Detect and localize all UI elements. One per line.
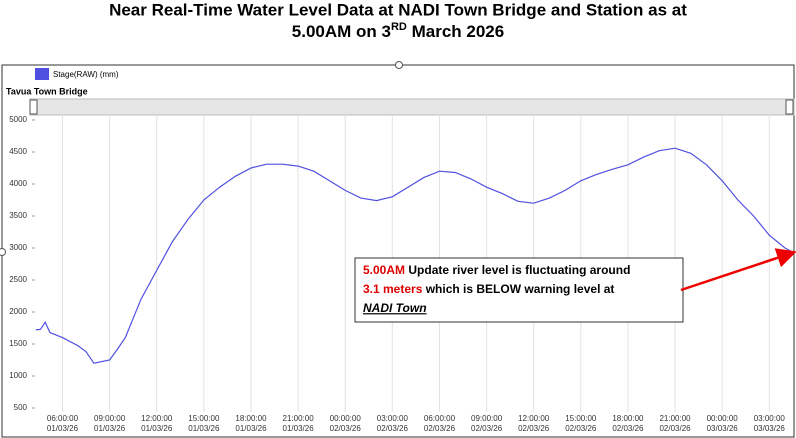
x-tick-label-part: 06:00:00 <box>47 414 79 423</box>
x-tick-label-part: 21:00:00 <box>659 414 691 423</box>
scroll-handle-right[interactable] <box>785 99 794 115</box>
annotation-text: Update river level is fluctuating around <box>405 263 630 277</box>
x-tick-label-part: 09:00:00 <box>94 414 126 423</box>
y-tick-label: 3000 <box>9 243 27 252</box>
x-tick-label-part: 01/03/26 <box>188 424 220 433</box>
annotation-text: which is BELOW warning level at <box>422 282 614 296</box>
x-tick-label-part: 03/03/26 <box>707 424 739 433</box>
y-tick-label: 1000 <box>9 371 27 380</box>
x-tick-label-part: 03/03/26 <box>754 424 786 433</box>
handle <box>0 248 6 256</box>
y-tick-label: 4500 <box>9 147 27 156</box>
x-tick-label-part: 21:00:00 <box>283 414 315 423</box>
x-tick-label: 03:00:00 03/03/26 <box>754 414 786 433</box>
x-tick-label-part: 03:00:00 <box>377 414 409 423</box>
x-tick-label-part: 00:00:00 <box>330 414 362 423</box>
y-tick-label: 3500 <box>9 211 27 220</box>
plot-area: 500 1000 1500 2000 2500 3000 3500 4000 4500 5000 0… <box>9 115 795 433</box>
x-tick-label-part: 01/03/26 <box>283 424 315 433</box>
legend-swatch <box>35 68 49 80</box>
annotation-time: 5.00AM <box>363 263 405 277</box>
x-tick-label-part: 06:00:00 <box>424 414 456 423</box>
x-tick-label-part: 12:00:00 <box>518 414 550 423</box>
data-line <box>35 147 795 364</box>
x-tick-label: 15:00:00 02/03/26 <box>565 414 597 433</box>
x-tick-label: 00:00:00 03/03/26 <box>707 414 739 433</box>
x-tick-label: 00:00:00 02/03/26 <box>330 414 362 433</box>
y-tick-label: 1500 <box>9 339 27 348</box>
y-tick-label: 2500 <box>9 275 27 284</box>
scroll-handle-left[interactable] <box>29 99 38 115</box>
station-label: Tavua Town Bridge <box>6 86 88 96</box>
y-tick-label: 2000 <box>9 307 27 316</box>
x-tick-label-part: 18:00:00 <box>235 414 267 423</box>
x-tick-label: 06:00:00 02/03/26 <box>424 414 456 433</box>
x-tick-label: 06:00:00 01/03/26 <box>47 414 79 433</box>
y-tick-label: 5000 <box>9 115 27 124</box>
annotation-line: 3.1 meters which is BELOW warning level … <box>363 282 614 296</box>
x-tick-label-part: 00:00:00 <box>707 414 739 423</box>
x-tick-label-part: 15:00:00 <box>565 414 597 423</box>
x-tick-label-part: 03:00:00 <box>754 414 786 423</box>
x-tick-label-part: 02/03/26 <box>518 424 550 433</box>
x-tick-label-part: 01/03/26 <box>235 424 267 433</box>
scroll-bar[interactable] <box>29 98 795 116</box>
x-tick-label: 12:00:00 02/03/26 <box>518 414 550 433</box>
y-tick-label: 500 <box>14 403 28 412</box>
x-tick-label-part: 12:00:00 <box>141 414 173 423</box>
x-tick-label-part: 18:00:00 <box>612 414 644 423</box>
x-tick-label-part: 02/03/26 <box>377 424 409 433</box>
annotation-arrow <box>680 248 796 292</box>
x-tick-label-part: 02/03/26 <box>659 424 691 433</box>
x-tick-label-part: 02/03/26 <box>330 424 362 433</box>
subtitle-main: 5.00AM on 3 <box>292 22 391 41</box>
x-tick-label-part: 02/03/26 <box>471 424 503 433</box>
x-tick-label-part: 01/03/26 <box>141 424 173 433</box>
x-tick-label: 21:00:00 01/03/26 <box>283 414 315 433</box>
x-tick-label: 12:00:00 01/03/26 <box>141 414 173 433</box>
x-tick-label-part: 02/03/26 <box>565 424 597 433</box>
legend-label: Stage(RAW) (mm) <box>53 70 119 79</box>
subtitle-sup: RD <box>391 21 407 33</box>
chart-subtitle: 5.00AM on 3RD March 2026 <box>292 21 504 42</box>
chart-title: Near Real-Time Water Level Data at NADI … <box>109 0 687 19</box>
x-tick-label-part: 15:00:00 <box>188 414 220 423</box>
x-tick-label-part: 01/03/26 <box>94 424 126 433</box>
annotation-place: NADI Town <box>363 301 427 315</box>
x-tick-label-part: 02/03/26 <box>424 424 456 433</box>
x-tick-label: 03:00:00 02/03/26 <box>377 414 409 433</box>
annotation-level: 3.1 meters <box>363 282 423 296</box>
x-tick-label: 18:00:00 02/03/26 <box>612 414 644 433</box>
x-tick-label-part: 09:00:00 <box>471 414 503 423</box>
x-tick-label-part: 02/03/26 <box>612 424 644 433</box>
x-tick-label: 09:00:00 02/03/26 <box>471 414 503 433</box>
x-tick-label-part: 01/03/26 <box>47 424 79 433</box>
x-tick-label: 21:00:00 02/03/26 <box>659 414 691 433</box>
x-tick-label: 15:00:00 01/03/26 <box>188 414 220 433</box>
annotation-line: 5.00AM Update river level is fluctuating… <box>363 263 630 277</box>
x-tick-label: 09:00:00 01/03/26 <box>94 414 126 433</box>
y-tick-label: 4000 <box>9 179 27 188</box>
annotation-box <box>354 257 684 323</box>
handle <box>395 61 403 69</box>
x-tick-label: 18:00:00 01/03/26 <box>235 414 267 433</box>
subtitle-rest: March 2026 <box>407 22 504 41</box>
